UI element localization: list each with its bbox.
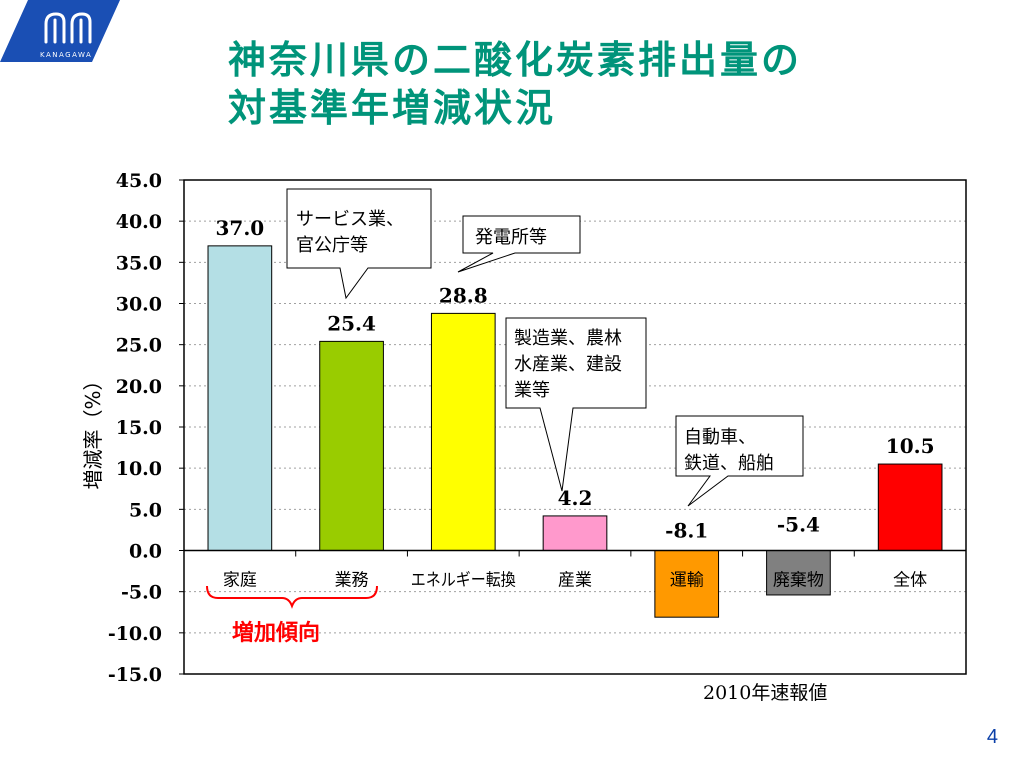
category-label: 業務 <box>335 571 369 591</box>
footnote-year: 2010 <box>703 682 751 704</box>
callout-transport-line-2: 鉄道、船舶 <box>684 453 774 474</box>
y-tick-label: -10.0 <box>108 623 162 645</box>
logo-wordmark: KANAGAWA <box>40 51 92 59</box>
bar <box>430 312 496 551</box>
title-line-1: 神奈川県の二酸化炭素排出量の <box>228 38 803 82</box>
footnote: 2010年速報値 <box>703 682 827 704</box>
value-label: -8.1 <box>665 519 708 543</box>
bar <box>207 245 273 551</box>
category-label: 産業 <box>558 571 592 591</box>
value-label: 37.0 <box>215 216 264 240</box>
title-line-2: 対基準年増減状況 <box>228 86 557 130</box>
y-tick-label: 20.0 <box>116 376 162 398</box>
callout-transport-line-1: 自動車、 <box>684 427 756 448</box>
y-tick-label: 15.0 <box>116 417 162 439</box>
value-label: 4.2 <box>558 486 593 510</box>
bar <box>319 340 384 551</box>
y-tick-label: 10.0 <box>116 458 162 480</box>
y-axis-label: 増減率（%） <box>81 370 105 489</box>
y-tick-label: 0.0 <box>129 541 162 563</box>
callout-transport-box <box>675 415 804 507</box>
value-label: 25.4 <box>327 311 376 335</box>
footnote-text: 年速報値 <box>751 682 827 704</box>
y-tick-label: 45.0 <box>116 170 162 192</box>
y-tick-label: 30.0 <box>116 294 162 316</box>
category-label: 運輸 <box>670 571 704 591</box>
category-label: 廃棄物 <box>773 571 824 591</box>
page-number: 4 <box>986 726 998 748</box>
y-tick-label: 25.0 <box>116 335 162 357</box>
bar <box>877 463 943 551</box>
callout-service-line-2: 官公庁等 <box>296 235 368 256</box>
category-label: 家庭 <box>223 571 257 591</box>
data-labels: 45.0 40.0 35.0 30.0 25.0 20.0 15.0 10.0 5.0 0.0 -5… <box>108 170 935 686</box>
callout-power-box <box>457 215 581 273</box>
y-tick-label: 5.0 <box>129 499 162 521</box>
increase-trend-label: 増加傾向 <box>232 620 320 646</box>
kanagawa-logo: KANAGAWA <box>0 0 120 62</box>
callout-power-text: 発電所等 <box>475 227 547 248</box>
callout-service-box <box>286 188 432 300</box>
y-tick-label: -5.0 <box>121 582 162 604</box>
category-label: 全体 <box>893 571 927 591</box>
value-label: -5.4 <box>777 513 820 537</box>
bars <box>207 245 943 618</box>
increase-trend-brace <box>206 585 378 609</box>
callout-industry-line-3: 業等 <box>514 380 550 401</box>
callout-industry-line-2: 水産業、建設 <box>514 354 622 375</box>
callouts: サービス業、 官公庁等 発電所等 製造業、農林 水産業、建設 業等 自動車、 鉄… <box>286 188 804 507</box>
bar <box>542 515 608 551</box>
value-label: 28.8 <box>439 283 488 307</box>
value-label: 10.5 <box>886 434 935 458</box>
bar <box>654 550 720 618</box>
callout-industry-box <box>505 317 647 492</box>
category-label: エネルギー転換 <box>411 571 516 591</box>
callout-industry-line-1: 製造業、農林 <box>514 328 622 349</box>
axes <box>179 179 967 675</box>
y-tick-label: 35.0 <box>116 252 162 274</box>
y-tick-label: -15.0 <box>108 664 162 686</box>
y-tick-label: 40.0 <box>116 211 162 233</box>
page-title: 神奈川県の二酸化炭素排出量の 対基準年増減状況 <box>228 36 802 132</box>
callout-service-line-1: サービス業、 <box>296 209 404 230</box>
